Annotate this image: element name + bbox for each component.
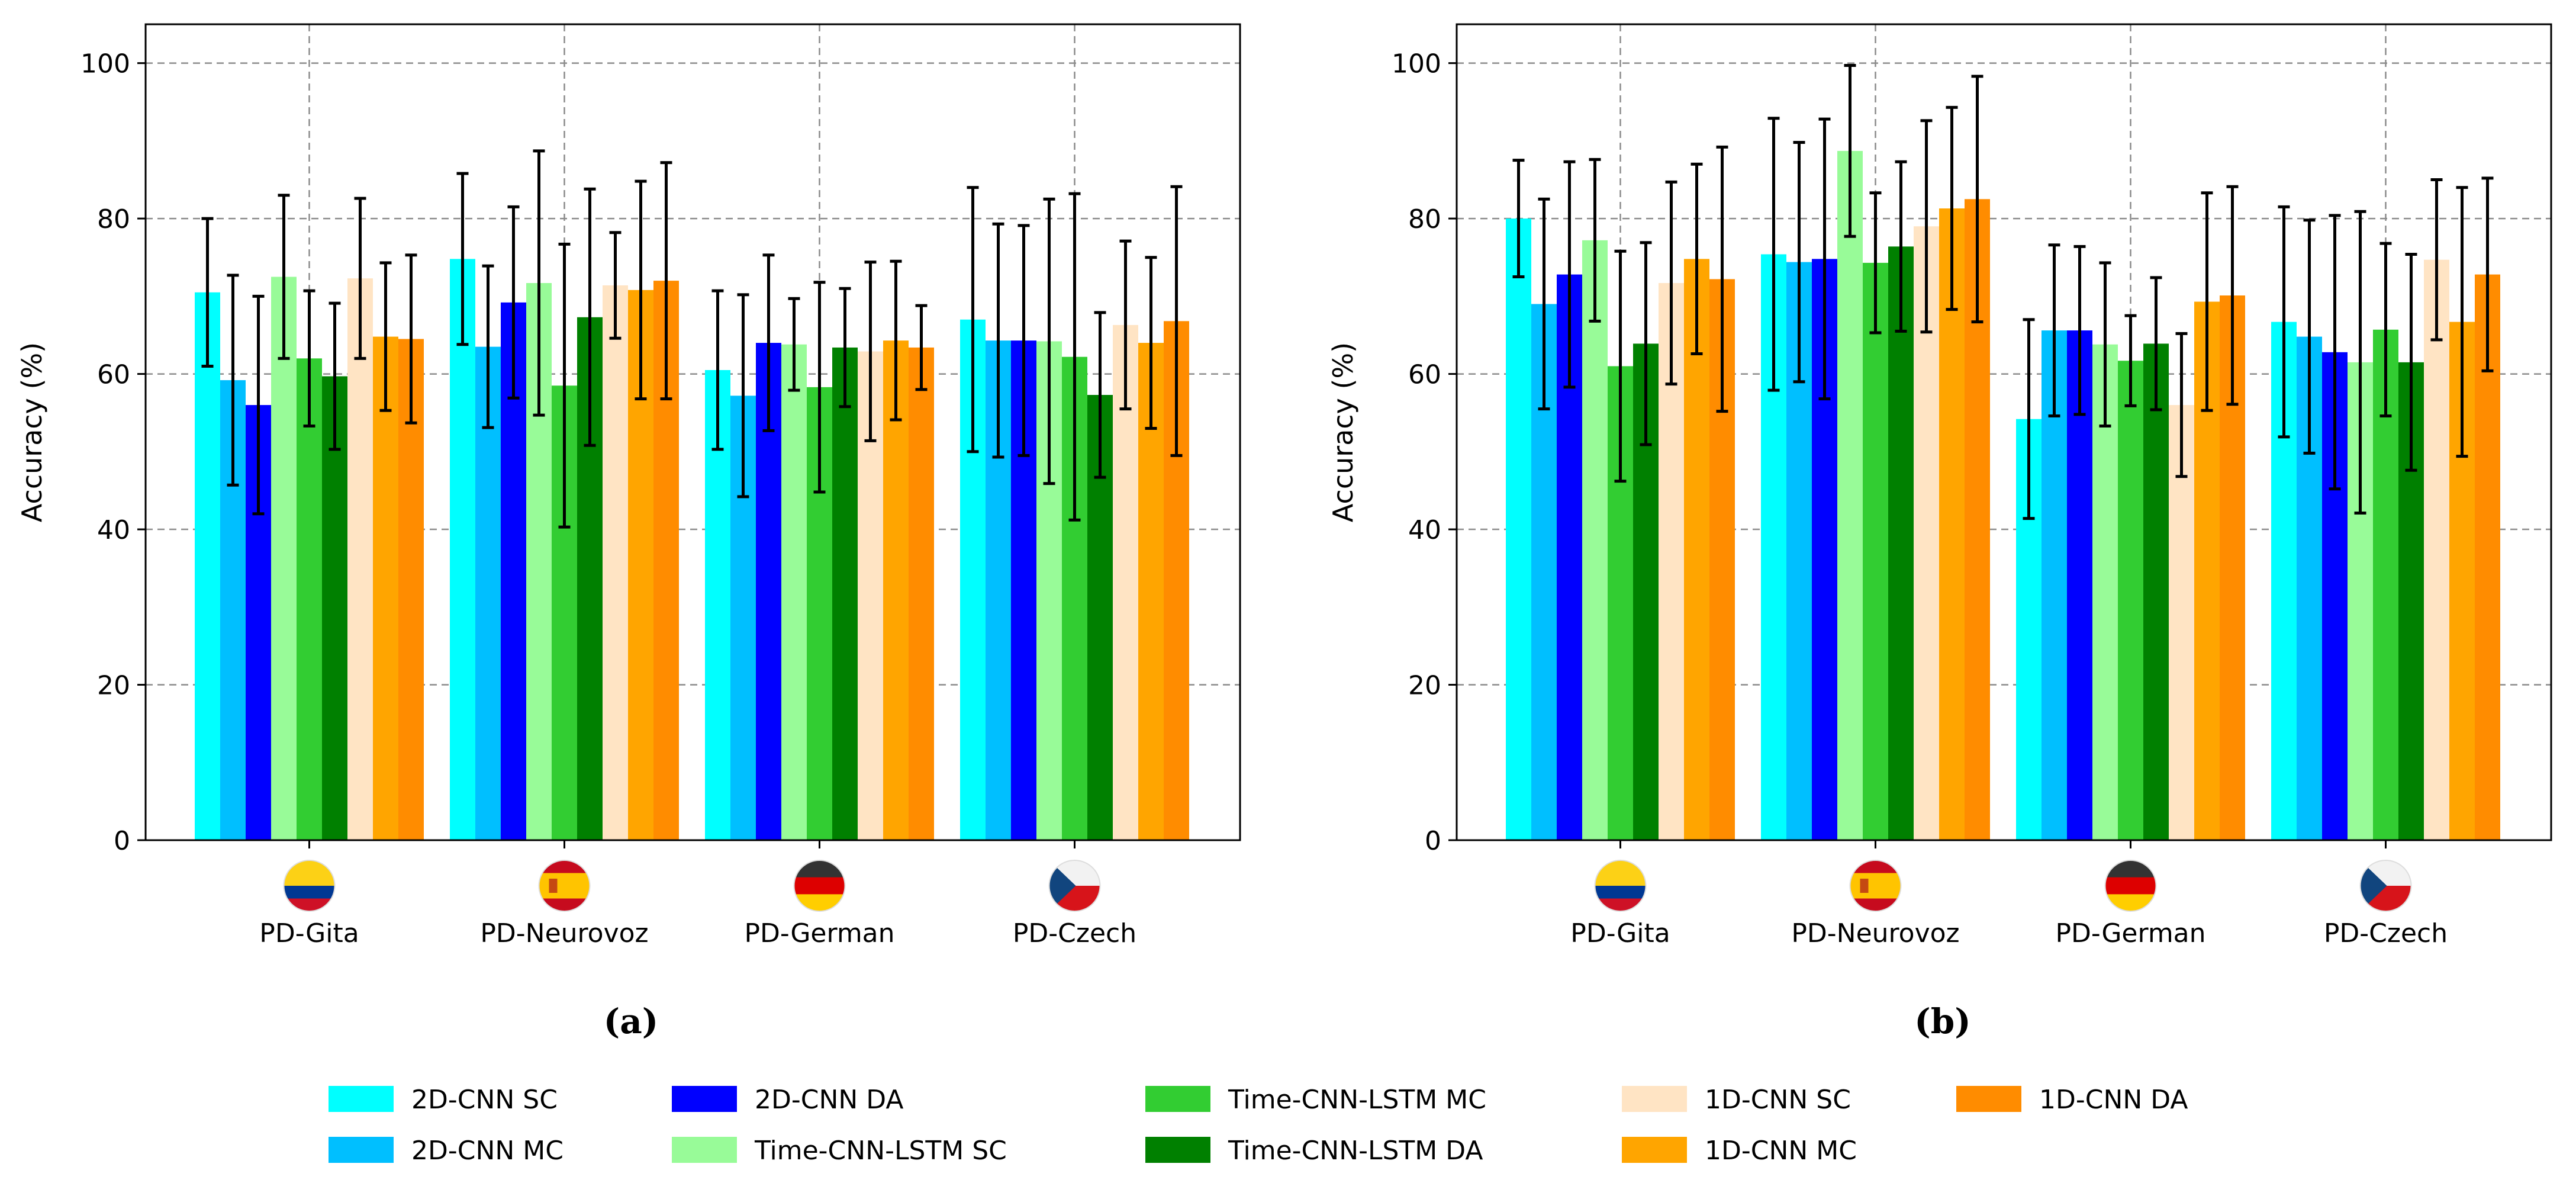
x-tick-label: PD-Neurovoz [480,918,648,949]
bar-a [909,347,934,840]
bar-a [322,376,347,840]
bar-b [1684,259,1709,840]
bar-a [450,259,475,840]
x-tick-label: PD-German [2055,918,2205,949]
y-tick-label: 40 [97,515,130,545]
bar-a [883,340,909,840]
legend-label: 2D-CNN DA [755,1085,904,1115]
y-tick-label: 20 [1408,671,1441,701]
chart-panel-a: 0 20 40 60 80 100 PD-Gita PD-Neurovoz PD-German… [16,23,1241,1041]
legend-swatch [672,1137,737,1163]
bar-b [1506,218,1531,841]
bar-a [297,358,322,840]
flag-outline [2104,860,2157,912]
legend-swatch [1622,1137,1687,1163]
bar-a [195,292,220,840]
plot-frame-a [144,23,1241,841]
y-axis-label-a: Accuracy (%) [16,342,48,522]
flags-b [1594,860,2412,912]
error-bars-a [201,149,1183,529]
y-tick-label: 0 [1425,826,1441,856]
flag-outline [793,860,846,912]
x-ticks-a: PD-Gita PD-Neurovoz PD-German PD-Czech [259,840,1136,949]
x-tick-label: PD-Gita [259,918,359,949]
plot-frame-b [1456,23,2552,841]
bar-a [1113,324,1138,840]
legend-label: 1D-CNN SC [1705,1085,1851,1115]
y-ticks-a: 0 20 40 60 80 100 [80,49,146,856]
bar-a [271,277,297,840]
x-ticks-b: PD-Gita PD-Neurovoz PD-German PD-Czech [1570,840,2448,949]
bar-b [1888,246,1914,840]
legend-label: Time-CNN-LSTM DA [1228,1136,1483,1166]
y-tick-label: 40 [1408,515,1441,545]
bar-a [373,336,398,840]
bar-b [1939,208,1965,840]
bar-b [1863,262,1888,840]
flag-outline [2359,860,2412,912]
bar-b [1837,150,1863,840]
y-tick-label: 100 [80,49,130,79]
legend-label: Time-CNN-LSTM MC [1228,1085,1486,1115]
flag-outline [538,860,591,912]
chart-panel-b: 0 20 40 60 80 100 PD-Gita PD-Neurovoz PD-German… [1327,23,2552,1041]
bar-a [347,278,373,840]
legend-label: 2D-CNN MC [411,1136,564,1166]
x-tick-label: PD-Czech [1013,918,1136,949]
legend-label: 2D-CNN SC [411,1085,558,1115]
bar-a [603,285,628,841]
y-tick-label: 60 [1408,360,1441,390]
legend-label: 1D-CNN MC [1705,1136,1857,1166]
bar-a [832,347,858,840]
legend-swatch [1145,1086,1210,1112]
flag-outline [283,860,336,912]
legend-swatch [1956,1086,2021,1112]
flags-a [283,860,1101,912]
y-tick-label: 100 [1392,49,1441,79]
flag-outline [1048,860,1101,912]
x-tick-label: PD-Czech [2324,918,2448,949]
flag-outline [1849,860,1902,912]
legend-label: Time-CNN-LSTM SC [754,1136,1007,1166]
legend-label: 1D-CNN DA [2039,1085,2188,1115]
y-tick-label: 0 [114,826,130,856]
bar-b [2143,343,2169,840]
legend: 2D-CNN SC 2D-CNN MC 2D-CNN DA Time-CNN-LSTM… [329,1085,2188,1166]
panel-label-a: (a) [604,1001,658,1041]
legend-swatch [1622,1086,1687,1112]
y-tick-label: 80 [97,204,130,234]
y-axis-label-b: Accuracy (%) [1327,342,1359,522]
y-tick-label: 60 [97,360,130,390]
legend-swatch [329,1137,394,1163]
bar-b [1582,240,1608,840]
y-tick-label: 20 [97,671,130,701]
panel-label-b: (b) [1914,1001,1970,1041]
bar-a [781,344,807,840]
bar-b [2118,361,2143,840]
bar-b [2424,259,2449,840]
y-tick-label: 80 [1408,204,1441,234]
x-tick-label: PD-German [744,918,894,949]
x-tick-label: PD-Neurovoz [1791,918,1959,949]
flag-outline [1594,860,1647,912]
legend-swatch [1145,1137,1210,1163]
legend-swatch [329,1086,394,1112]
legend-swatch [672,1086,737,1112]
germany-flag-icon [794,860,845,911]
error-bars-b [1512,64,2494,520]
x-tick-label: PD-Gita [1570,918,1670,949]
y-ticks-b: 0 20 40 60 80 100 [1392,49,1457,856]
